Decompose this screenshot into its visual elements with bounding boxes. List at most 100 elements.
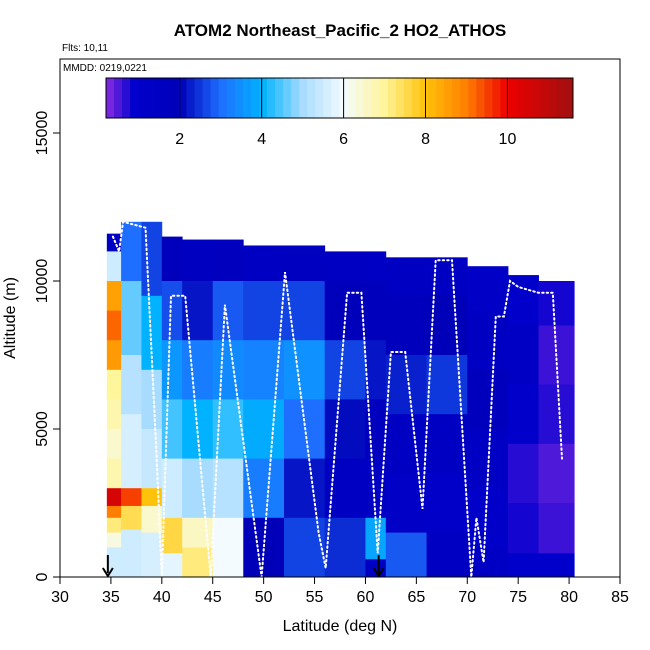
- colorbar-segment: [484, 78, 493, 118]
- y-axis: 0 5000 10000 15000: [34, 111, 60, 581]
- colorbar-segment: [267, 78, 276, 118]
- heatmap-cell: [212, 340, 244, 400]
- x-tick-label: 70: [458, 589, 476, 606]
- colorbar-segment: [170, 78, 179, 118]
- heatmap-cell: [121, 414, 142, 489]
- colorbar-segment: [283, 78, 292, 118]
- heatmap-cell: [141, 221, 163, 297]
- heatmap-cell: [385, 257, 427, 297]
- x-axis: 30 35 40 45 50 55 60 65 70 75 80 85: [51, 577, 629, 606]
- heatmap-cell: [106, 488, 122, 507]
- heatmap-cell: [106, 547, 122, 577]
- x-axis-label: Latitude (deg N): [283, 618, 398, 635]
- colorbar-segment: [564, 78, 574, 118]
- colorbar-segment: [202, 78, 212, 118]
- heatmap-cell: [161, 236, 183, 282]
- heatmap-cell: [324, 340, 366, 400]
- heatmap-cell: [508, 553, 539, 577]
- heatmap-cell: [243, 399, 285, 459]
- x-tick-label: 60: [357, 589, 375, 606]
- heatmap-cell: [365, 281, 387, 341]
- heatmap-cell: [106, 340, 122, 371]
- heatmap-cell: [106, 233, 122, 252]
- colorbar-segment: [331, 78, 340, 118]
- heatmap-cell: [426, 532, 468, 577]
- mmdd-label: MMDD: 0219,0221: [63, 63, 147, 74]
- heatmap-cell: [161, 458, 183, 519]
- colorbar-segment: [556, 78, 566, 118]
- heatmap-cell: [106, 505, 122, 519]
- heatmap-cell: [385, 414, 427, 474]
- colorbar-segment: [355, 78, 365, 118]
- colorbar-segment: [548, 78, 558, 118]
- colorbar-tick-label: 2: [175, 131, 184, 148]
- heatmap-cell: [385, 473, 427, 533]
- x-tick-label: 50: [255, 589, 273, 606]
- colorbar-segment: [106, 78, 115, 118]
- heatmap-cell: [467, 310, 509, 371]
- heatmap-cell: [426, 473, 468, 533]
- heatmap-cell: [284, 281, 326, 341]
- chart-title: ATOM2 Northeast_Pacific_2 HO2_ATHOS: [174, 21, 507, 40]
- colorbar-segment: [250, 78, 260, 118]
- colorbar-segment: [508, 78, 518, 118]
- colorbar-segment: [460, 78, 469, 118]
- colorbar-segment: [226, 78, 236, 118]
- heatmap-cell: [121, 221, 142, 282]
- colorbar-segment: [387, 78, 397, 118]
- heatmap-cell: [141, 295, 163, 371]
- heatmap-cell: [121, 505, 142, 531]
- heatmap-cell: [243, 517, 285, 577]
- colorbar-frame: [105, 77, 574, 119]
- colorbar-segment: [420, 78, 429, 118]
- heatmap-cell: [467, 266, 509, 311]
- x-tick-label: 40: [153, 589, 171, 606]
- heatmap-cell: [141, 505, 163, 533]
- colorbar-segment: [275, 78, 284, 118]
- colorbar-segment: [347, 78, 357, 118]
- heatmap-cell: [106, 458, 122, 489]
- colorbar-segment: [146, 78, 155, 118]
- heatmap-cell: [161, 553, 183, 577]
- heatmap-cell: [508, 384, 539, 445]
- flight-markers: [102, 555, 385, 578]
- colorbar-segment: [194, 78, 204, 118]
- colorbar-segment: [516, 78, 526, 118]
- colorbar-segment: [428, 78, 437, 118]
- heatmap-cell: [182, 239, 214, 282]
- heatmap-cell: [161, 340, 183, 400]
- y-tick-label: 15000: [34, 111, 51, 156]
- x-tick-label: 55: [306, 589, 324, 606]
- y-tick-label: 0: [34, 572, 51, 581]
- colorbar-segment: [468, 78, 477, 118]
- colorbar-segment: [476, 78, 485, 118]
- heatmap-cell: [365, 251, 387, 282]
- colorbar-segment: [436, 78, 445, 118]
- heatmap-cell: [538, 384, 575, 445]
- heatmap-cell: [121, 355, 142, 415]
- colorbar-segment: [500, 78, 510, 118]
- colorbar-tick-label: 6: [339, 131, 348, 148]
- heatmap-cell: [212, 517, 244, 577]
- colorbar-segment: [154, 78, 163, 118]
- colorbar-segment: [114, 78, 123, 118]
- heatmap-cell: [121, 488, 142, 507]
- heatmap-cell: [161, 281, 183, 341]
- y-tick-label: 10000: [34, 259, 51, 304]
- heatmap-cell: [284, 517, 326, 577]
- heatmap-cell: [182, 458, 214, 519]
- colorbar-segment: [234, 78, 244, 118]
- heatmap-cell: [141, 369, 163, 430]
- x-tick-label: 85: [611, 589, 629, 606]
- colorbar-segment: [524, 78, 534, 118]
- heatmap-cell: [467, 488, 509, 548]
- colorbar-segment: [411, 78, 421, 118]
- heatmap-cell: [538, 503, 575, 554]
- heatmap-cell: [508, 325, 539, 385]
- heatmap-cell: [385, 295, 427, 356]
- colorbar-segment: [210, 78, 220, 118]
- heatmap-cell: [538, 553, 575, 577]
- flight-end-arrow-head: [372, 567, 385, 578]
- x-tick-label: 75: [509, 589, 527, 606]
- heatmap-cell: [538, 443, 575, 504]
